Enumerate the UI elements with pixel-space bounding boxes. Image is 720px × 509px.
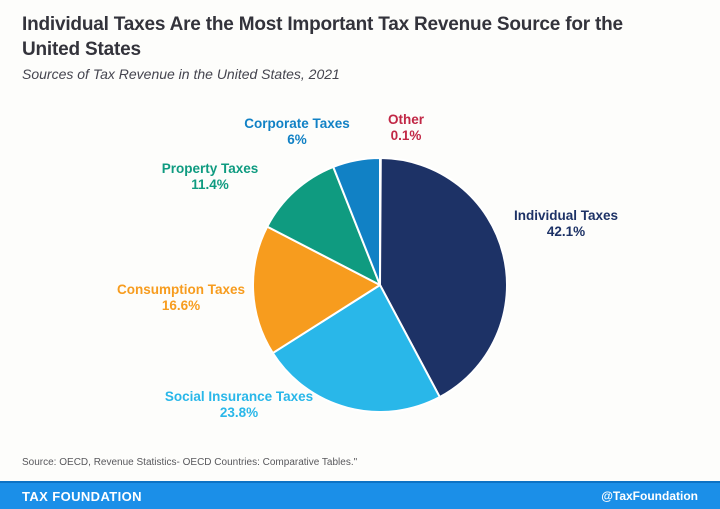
pie-chart xyxy=(252,156,508,413)
pie-label-name: Other xyxy=(387,112,425,127)
page-subtitle: Sources of Tax Revenue in the United Sta… xyxy=(22,66,340,82)
pie-label-name: Consumption Taxes xyxy=(116,282,246,297)
pie-slice-corporate-taxes xyxy=(332,157,381,286)
brand-name: TAX FOUNDATION xyxy=(22,488,142,504)
pie-slice-consumption-taxes xyxy=(252,225,381,355)
pie-label-corporate-taxes: Corporate Taxes 6% xyxy=(244,116,350,148)
pie-label-value: 23.8% xyxy=(219,405,259,420)
pie-label-name: Property Taxes xyxy=(161,161,259,176)
pie-slice-individual-taxes xyxy=(379,157,508,399)
pie-label-name: Individual Taxes xyxy=(513,208,619,223)
pie-label-property-taxes: Property Taxes 11.4% xyxy=(162,161,259,193)
pie-slice-social-insurance-taxes xyxy=(271,284,441,413)
pie-label-value: 0.1% xyxy=(390,128,422,143)
social-handle: @TaxFoundation xyxy=(601,489,698,503)
pie-label-other: Other 0.1% xyxy=(388,112,424,144)
pie-label-value: 11.4% xyxy=(191,177,229,192)
pie-label-individual-taxes: Individual Taxes 42.1% xyxy=(514,208,618,240)
pie-chart-area: Other 0.1% Individual Taxes 42.1% Social… xyxy=(0,95,720,455)
page-title: Individual Taxes Are the Most Important … xyxy=(22,14,623,60)
pie-label-social-insurance-taxes: Social Insurance Taxes 23.8% xyxy=(165,389,313,421)
pie-label-consumption-taxes: Consumption Taxes 16.6% xyxy=(117,282,245,314)
pie-label-value: 42.1% xyxy=(546,224,586,239)
pie-label-name: Corporate Taxes xyxy=(244,116,350,131)
pie-slice-property-taxes xyxy=(266,165,381,286)
pie-label-name: Social Insurance Taxes xyxy=(164,389,314,404)
footer-bar: TAX FOUNDATION @TaxFoundation xyxy=(0,481,720,509)
pie-label-value: 16.6% xyxy=(161,298,201,313)
pie-label-value: 6% xyxy=(287,132,307,147)
source-note: Source: OECD, Revenue Statistics- OECD C… xyxy=(22,457,358,468)
